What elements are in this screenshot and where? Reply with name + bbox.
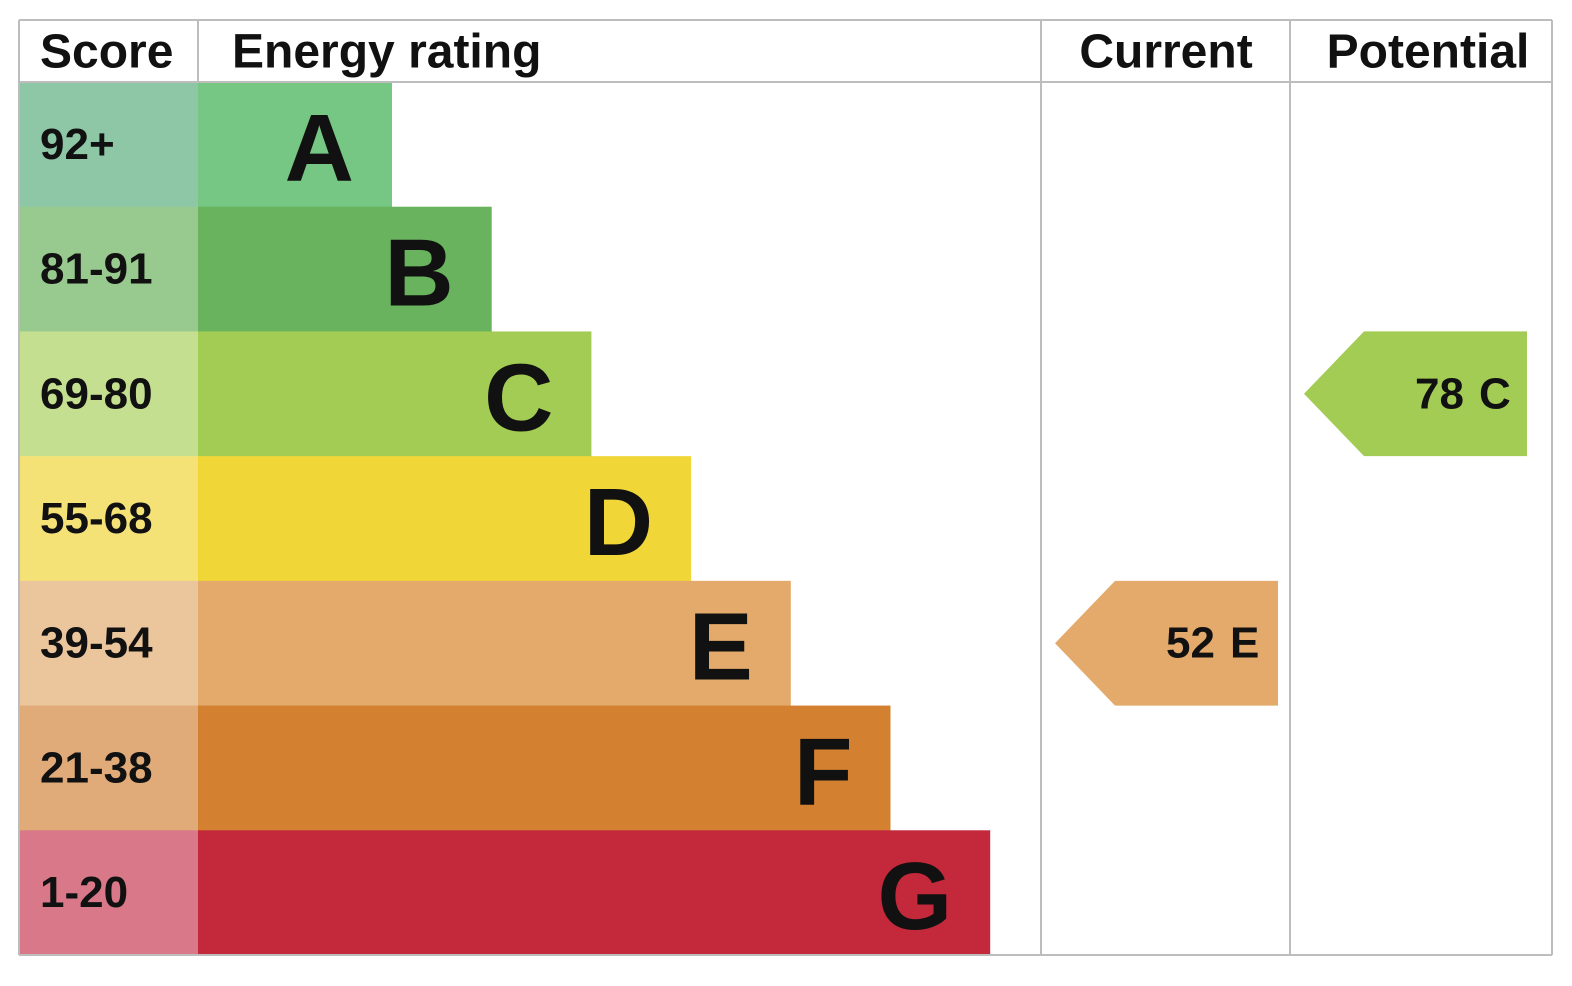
score-range: 21-38 bbox=[40, 743, 153, 792]
rating-bar bbox=[198, 331, 592, 457]
score-range: 55-68 bbox=[40, 494, 153, 543]
score-range: 81-91 bbox=[40, 245, 153, 294]
score-cell bbox=[19, 456, 198, 582]
potential-arrow bbox=[1304, 331, 1527, 457]
score-cell bbox=[19, 580, 198, 707]
rating-letter: E bbox=[689, 594, 753, 701]
potential-value: 78 bbox=[1415, 369, 1464, 418]
current-value: 52 bbox=[1166, 619, 1215, 668]
rating-letter: C bbox=[484, 344, 553, 451]
score-cell bbox=[19, 705, 198, 831]
score-range: 69-80 bbox=[40, 369, 153, 418]
rating-bar bbox=[198, 705, 891, 831]
rating-bar bbox=[198, 580, 791, 707]
score-range: 39-54 bbox=[40, 619, 153, 668]
rating-letter: D bbox=[584, 469, 653, 576]
current-letter: E bbox=[1230, 619, 1259, 668]
score-cell bbox=[19, 331, 198, 457]
rating-bar bbox=[198, 830, 991, 956]
header-potential: Potential bbox=[1327, 26, 1530, 79]
rating-letter: A bbox=[285, 95, 354, 202]
header-current: Current bbox=[1079, 26, 1252, 79]
rating-letter: F bbox=[794, 718, 853, 825]
rating-bar bbox=[198, 206, 492, 332]
score-cell bbox=[19, 82, 198, 208]
header-rating: Energy rating bbox=[232, 26, 541, 79]
rating-bar bbox=[198, 82, 392, 208]
score-cell bbox=[19, 830, 198, 956]
header-score: Score bbox=[40, 26, 173, 79]
table-grid bbox=[18, 19, 1553, 956]
rating-letter: B bbox=[384, 220, 453, 327]
current-arrow bbox=[1055, 580, 1278, 706]
score-cell bbox=[19, 206, 198, 332]
score-range: 1-20 bbox=[40, 868, 128, 917]
rating-letter: G bbox=[878, 843, 953, 950]
score-range: 92+ bbox=[40, 120, 115, 169]
rating-bar bbox=[198, 456, 692, 582]
potential-letter: C bbox=[1479, 369, 1511, 418]
